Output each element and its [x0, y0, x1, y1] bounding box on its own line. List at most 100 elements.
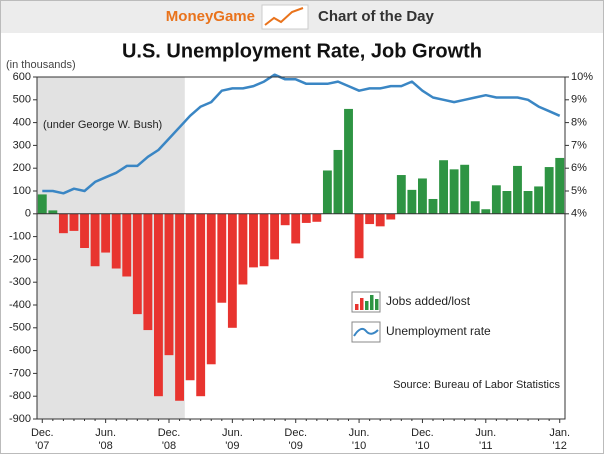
bar: [90, 213, 100, 267]
bar: [365, 213, 375, 225]
bar: [291, 213, 301, 244]
section: Chart of the Day: [318, 8, 435, 25]
bar: [69, 213, 79, 231]
y-axis-label: (in thousands): [6, 59, 76, 71]
bar: [428, 198, 438, 214]
x-tick-label: Jun. '09: [222, 427, 243, 452]
y2-tick-label: 9%: [571, 94, 587, 106]
bar: [312, 213, 322, 222]
bar: [555, 157, 565, 214]
bar: [227, 213, 237, 328]
y-tick-label: -500: [9, 322, 31, 334]
legend-swatch: [370, 295, 374, 310]
legend-swatch: [360, 298, 364, 310]
x-tick-label: Jun. '11: [475, 427, 496, 452]
bar: [37, 194, 47, 214]
bar: [449, 169, 459, 214]
y-tick-label: 0: [25, 208, 31, 220]
bar: [534, 186, 544, 214]
x-tick-label: Dec. '09: [284, 427, 307, 452]
bar: [386, 213, 396, 220]
bar: [101, 213, 111, 253]
bar: [491, 185, 501, 214]
y-tick-label: -600: [9, 345, 31, 357]
y2-tick-label: 7%: [571, 139, 587, 151]
bar: [344, 108, 353, 214]
y-tick-label: 300: [13, 139, 31, 151]
bar: [154, 213, 163, 397]
bar: [375, 213, 385, 227]
x-tick-label: Jun. '08: [95, 427, 116, 452]
bar: [502, 191, 512, 214]
legend-label: Jobs added/lost: [386, 294, 471, 308]
plot-frame: [36, 76, 566, 420]
bar: [322, 170, 332, 214]
bar: [111, 213, 121, 269]
legend-swatch: [375, 299, 379, 310]
y-tick-label: -900: [9, 413, 31, 425]
bar: [217, 213, 227, 303]
bar: [122, 213, 132, 277]
bar: [206, 213, 216, 365]
x-tick-label: Jan. '12: [549, 427, 570, 452]
bar: [238, 213, 248, 285]
y-tick-label: 100: [13, 185, 31, 197]
x-tick-label: Dec. '07: [31, 427, 54, 452]
line: [42, 73, 561, 195]
y2-tick-label: 6%: [571, 162, 587, 174]
bar: [80, 213, 89, 248]
bar: [544, 167, 554, 214]
bar: [249, 213, 258, 268]
legend-swatch: [365, 301, 369, 310]
y-tick-label: 600: [13, 71, 31, 83]
y-tick-label: 200: [13, 162, 31, 174]
annotation: (under George W. Bush): [43, 119, 162, 131]
y-tick-label: -200: [9, 253, 31, 265]
legend-swatch: [355, 304, 359, 310]
bar: [280, 213, 290, 226]
y2-tick-label: 5%: [571, 185, 587, 197]
brand-icon: [261, 4, 309, 30]
legend-item: Jobs added/lost: [351, 291, 471, 313]
y-tick-label: -100: [9, 231, 31, 243]
bar: [460, 164, 470, 214]
y-tick-label: 400: [13, 117, 31, 129]
bar: [333, 149, 343, 214]
y2-tick-label: 10%: [571, 71, 593, 83]
bar: [439, 160, 448, 214]
y-tick-label: -700: [9, 367, 31, 379]
bar: [407, 189, 417, 214]
y-tick-label: -300: [9, 276, 31, 288]
bar: [185, 213, 195, 381]
bar: [523, 191, 533, 214]
bar: [58, 213, 68, 234]
bar: [143, 213, 153, 331]
source: Source: Bureau of Labor Statistics: [393, 379, 560, 391]
bar: [175, 213, 184, 401]
y-tick-label: 500: [13, 94, 31, 106]
x-tick-label: Jun. '10: [349, 427, 370, 452]
bar: [270, 213, 280, 260]
bar: [48, 210, 58, 214]
bar: [259, 213, 269, 267]
bar: [164, 213, 174, 356]
bar: [396, 175, 406, 214]
brand: MoneyGame: [166, 8, 255, 25]
bar: [196, 213, 206, 397]
y2-tick-label: 4%: [571, 208, 587, 220]
x-tick-label: Dec. '10: [411, 427, 434, 452]
legend-label: Unemployment rate: [386, 324, 491, 338]
bar: [132, 213, 142, 315]
legend-swatch: [353, 327, 379, 337]
bar: [513, 165, 522, 214]
bar: [354, 213, 364, 259]
y-tick-label: -800: [9, 390, 31, 402]
y-tick-label: -400: [9, 299, 31, 311]
bar: [301, 213, 311, 223]
bar: [481, 209, 491, 214]
x-tick-label: Dec. '08: [158, 427, 181, 452]
bar: [418, 178, 427, 214]
legend-item: Unemployment rate: [351, 321, 491, 343]
bar: [470, 201, 480, 214]
